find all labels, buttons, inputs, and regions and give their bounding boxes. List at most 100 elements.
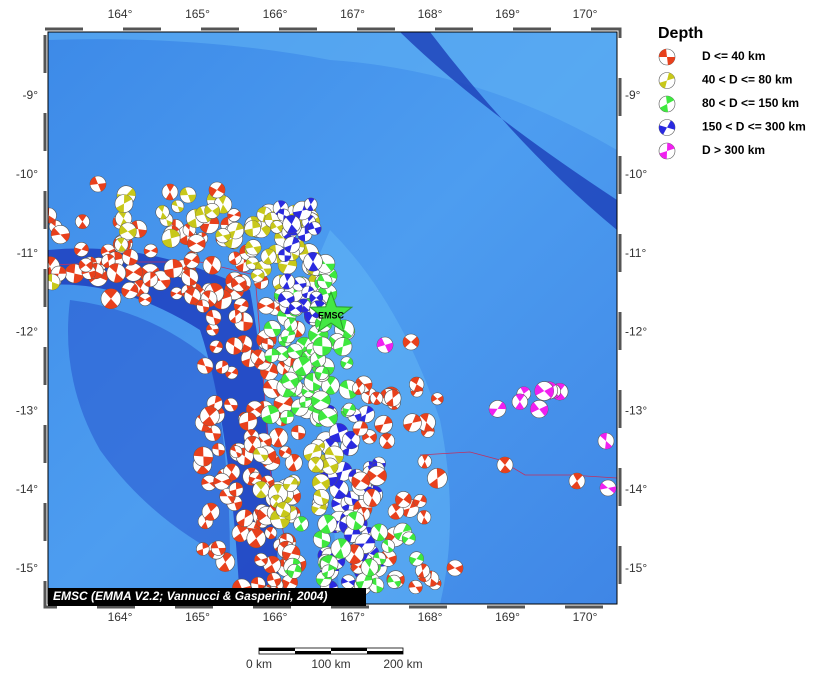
beachball-sector	[292, 278, 307, 290]
beachball-sector	[599, 432, 613, 449]
beachball-sector	[431, 394, 444, 404]
beachball-sector	[171, 200, 184, 213]
beachball-sector	[285, 215, 298, 234]
beachball-sector	[90, 176, 106, 192]
trench	[400, 32, 617, 230]
beachball-sector	[158, 205, 167, 220]
beachball-sector	[247, 436, 258, 453]
beachball-sector	[245, 240, 262, 254]
beachball-sector	[369, 578, 384, 593]
beachball-sector	[351, 473, 370, 489]
beachball-sector	[264, 348, 279, 363]
beachball-sector	[109, 263, 124, 283]
beachball-sector	[298, 298, 309, 313]
beachball-sector	[311, 300, 325, 319]
beachball-sector	[286, 318, 296, 332]
beachball-sector	[225, 368, 239, 378]
beachball-sector	[600, 482, 616, 494]
beachball-sector	[270, 509, 290, 529]
beachball-sector	[203, 290, 215, 307]
frame-ticks	[43, 27, 622, 609]
beachball-sector	[187, 238, 206, 249]
beachball-sector	[299, 395, 312, 408]
beachball-sector	[124, 266, 143, 278]
beachball-sector	[117, 237, 126, 252]
beachball-sector	[321, 458, 339, 474]
beachball-sector	[278, 360, 290, 375]
lat-label: -14°	[625, 482, 647, 496]
beachball-sector	[377, 337, 393, 353]
beachball-sector	[534, 384, 554, 398]
beachball-sector	[499, 456, 511, 473]
beachball-sector	[195, 206, 213, 223]
beachball-sector	[270, 221, 284, 233]
beachball	[304, 197, 318, 212]
beachball-sector	[65, 263, 84, 284]
lon-label: 170°	[573, 7, 598, 21]
beachball-sector	[230, 445, 242, 458]
beachball-sector	[305, 372, 322, 391]
beachball-sector	[165, 184, 175, 200]
beachball-sector	[273, 428, 284, 448]
lat-label: -13°	[16, 403, 38, 417]
beachball-sector	[367, 469, 387, 482]
beachball-sector	[183, 268, 197, 286]
lon-label: 165°	[185, 610, 210, 624]
beachball-sector	[410, 377, 423, 392]
beachball-sector	[121, 283, 139, 298]
beachball-sector	[122, 249, 138, 266]
beachball-sector	[387, 576, 401, 588]
beachball-sector	[278, 292, 295, 306]
beachball-sector	[331, 480, 347, 499]
scale-seg	[331, 648, 367, 651]
beachball-sector	[266, 573, 281, 587]
beachball-sector	[164, 259, 183, 278]
beachball-sector	[263, 248, 274, 265]
beachball-sector	[334, 538, 348, 559]
beachball-sector	[253, 448, 269, 462]
scale-seg	[295, 651, 331, 654]
beachball-sector	[201, 478, 217, 488]
beachball-sector	[313, 530, 330, 548]
beachball-sector	[206, 324, 219, 335]
beachball-sector	[489, 401, 506, 416]
beachball-sector	[447, 562, 463, 574]
lat-label: -10°	[625, 167, 647, 181]
beachball-sector	[352, 421, 368, 436]
beachball-sector	[340, 357, 353, 369]
lon-label: 170°	[573, 610, 598, 624]
beachball-sector	[320, 514, 335, 534]
beachball-sector	[309, 293, 323, 303]
beachball-sector	[233, 300, 249, 311]
beachball-sector	[515, 393, 525, 410]
beachball-sector	[255, 481, 267, 499]
beachball-sector	[333, 462, 352, 481]
beachball-sector	[48, 207, 56, 224]
beachball-sector	[366, 489, 378, 507]
beachball-sector	[429, 468, 446, 489]
lon-label: 164°	[108, 610, 133, 624]
beachball-sector	[204, 205, 220, 217]
beachball-sector	[103, 254, 114, 268]
beachball-sector	[78, 260, 93, 270]
beachball-sector	[218, 552, 232, 572]
beachball-sector	[144, 271, 157, 287]
beachball-sector	[206, 310, 221, 325]
beachball-sector	[226, 463, 238, 481]
beachball-sector	[239, 412, 257, 431]
beachball-sector	[393, 523, 412, 541]
beachball-sector	[315, 366, 329, 380]
beachball-sector	[409, 553, 424, 565]
shelf	[48, 32, 617, 150]
scale-seg	[367, 651, 403, 654]
beachball-sector	[282, 273, 292, 290]
beachball-sector	[227, 222, 244, 239]
lon-label: 168°	[418, 610, 443, 624]
beachball-sector	[659, 143, 675, 159]
beachball-sector	[199, 214, 219, 234]
epicenter-star	[308, 290, 354, 333]
beachball-sector	[362, 431, 377, 443]
scale-bar	[258, 647, 404, 655]
beachball-sector	[284, 505, 297, 520]
